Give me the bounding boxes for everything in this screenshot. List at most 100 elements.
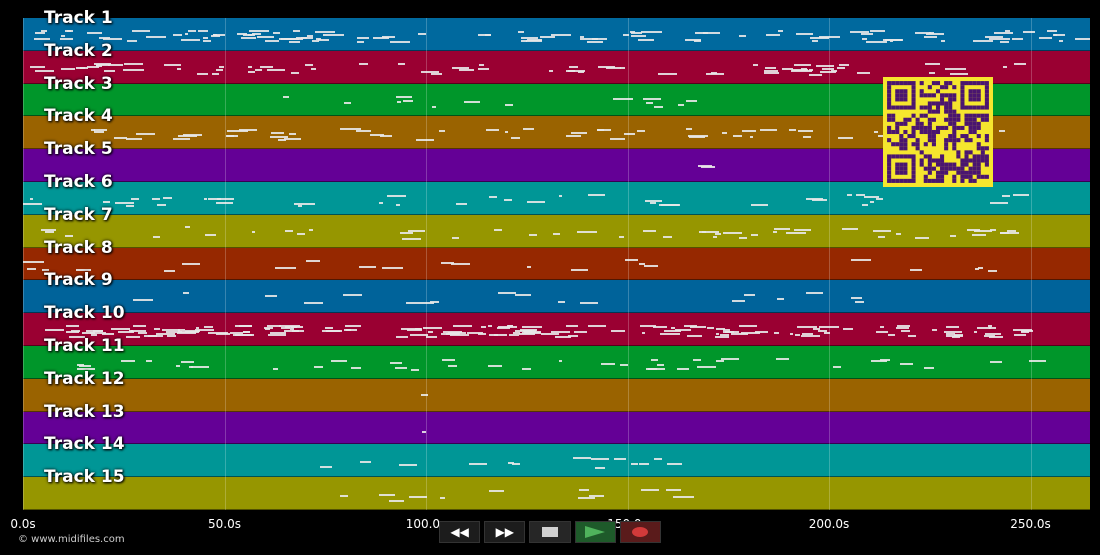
note-mark — [974, 268, 980, 271]
note-mark — [897, 325, 910, 328]
note-mark — [121, 359, 135, 362]
track-lane[interactable] — [23, 346, 1090, 379]
record-button[interactable] — [619, 521, 662, 543]
note-mark — [651, 359, 658, 362]
note-mark — [34, 32, 46, 35]
note-mark — [118, 330, 134, 333]
note-mark — [703, 31, 721, 34]
note-mark — [654, 106, 664, 109]
note-mark — [452, 236, 459, 239]
note-mark — [782, 67, 793, 70]
note-mark — [836, 67, 846, 70]
track-lane[interactable] — [23, 247, 1090, 281]
fast-forward-button[interactable]: ▶▶ — [484, 521, 526, 543]
note-mark — [152, 236, 161, 239]
track-lane[interactable] — [23, 18, 1090, 51]
note-mark — [1021, 331, 1030, 334]
note-mark — [642, 332, 646, 335]
track-lane[interactable] — [23, 182, 1090, 215]
note-mark — [180, 39, 200, 42]
note-mark — [283, 37, 304, 40]
note-mark — [614, 458, 626, 461]
note-mark — [695, 31, 709, 34]
note-mark — [553, 232, 560, 235]
time-tick-label: 250.0s — [1010, 517, 1051, 531]
note-mark — [204, 198, 208, 201]
track-lane[interactable] — [23, 477, 1090, 510]
note-mark — [87, 65, 99, 68]
note-mark — [529, 233, 538, 236]
note-mark — [40, 229, 57, 232]
note-mark — [488, 325, 493, 328]
note-mark — [887, 333, 896, 336]
note-mark — [163, 269, 175, 272]
note-mark — [1028, 359, 1046, 362]
note-mark — [77, 367, 95, 370]
note-mark — [66, 331, 79, 334]
time-gridline — [627, 18, 629, 510]
note-mark — [315, 38, 322, 41]
piano-roll[interactable] — [23, 18, 1090, 510]
note-mark — [521, 36, 538, 39]
note-mark — [714, 232, 722, 235]
stop-button[interactable] — [529, 521, 571, 543]
note-mark — [306, 35, 313, 38]
note-mark — [397, 101, 402, 104]
note-mark — [1059, 39, 1063, 42]
note-mark — [808, 68, 813, 71]
note-mark — [715, 333, 720, 336]
note-mark — [929, 31, 935, 34]
note-mark — [696, 366, 717, 369]
note-mark — [113, 137, 128, 140]
note-mark — [183, 291, 190, 294]
note-mark — [164, 64, 181, 67]
note-mark — [954, 334, 963, 337]
note-mark — [389, 40, 410, 43]
note-mark — [323, 34, 345, 37]
track-lane[interactable] — [23, 280, 1090, 314]
note-mark — [71, 329, 81, 332]
note-mark — [240, 37, 256, 40]
note-mark — [177, 134, 198, 137]
note-mark — [76, 364, 84, 367]
note-mark — [800, 334, 821, 337]
note-mark — [511, 462, 520, 465]
note-mark — [641, 31, 663, 34]
note-mark — [248, 33, 253, 36]
note-mark — [339, 495, 348, 498]
note-mark — [1004, 30, 1011, 33]
note-mark — [23, 260, 44, 263]
note-mark — [373, 36, 389, 39]
track-label: Track 13 — [44, 401, 125, 422]
note-mark — [1002, 66, 1008, 69]
note-mark — [227, 129, 248, 132]
note-mark — [340, 127, 361, 130]
note-mark — [386, 195, 406, 198]
track-lane[interactable] — [23, 214, 1090, 248]
note-mark — [824, 331, 830, 334]
note-mark — [274, 267, 296, 270]
note-mark — [269, 332, 286, 335]
note-mark — [839, 64, 849, 67]
note-mark — [133, 298, 154, 301]
track-lane[interactable] — [23, 444, 1090, 478]
note-mark — [210, 35, 221, 38]
track-lane[interactable] — [23, 313, 1090, 346]
rewind-button[interactable]: ◀◀ — [439, 521, 481, 543]
note-mark — [987, 325, 992, 328]
note-mark — [989, 327, 997, 330]
note-mark — [590, 458, 609, 461]
play-button[interactable] — [574, 521, 616, 543]
track-lane[interactable] — [23, 411, 1090, 445]
track-lane[interactable] — [23, 378, 1090, 412]
note-mark — [566, 324, 578, 327]
track-label: Track 11 — [44, 336, 125, 356]
note-mark — [298, 204, 303, 207]
note-mark — [480, 325, 486, 328]
note-mark — [637, 130, 645, 133]
note-mark — [598, 65, 615, 68]
note-mark — [295, 37, 314, 40]
note-mark — [288, 40, 301, 43]
note-mark — [42, 269, 49, 272]
note-mark — [576, 231, 598, 234]
